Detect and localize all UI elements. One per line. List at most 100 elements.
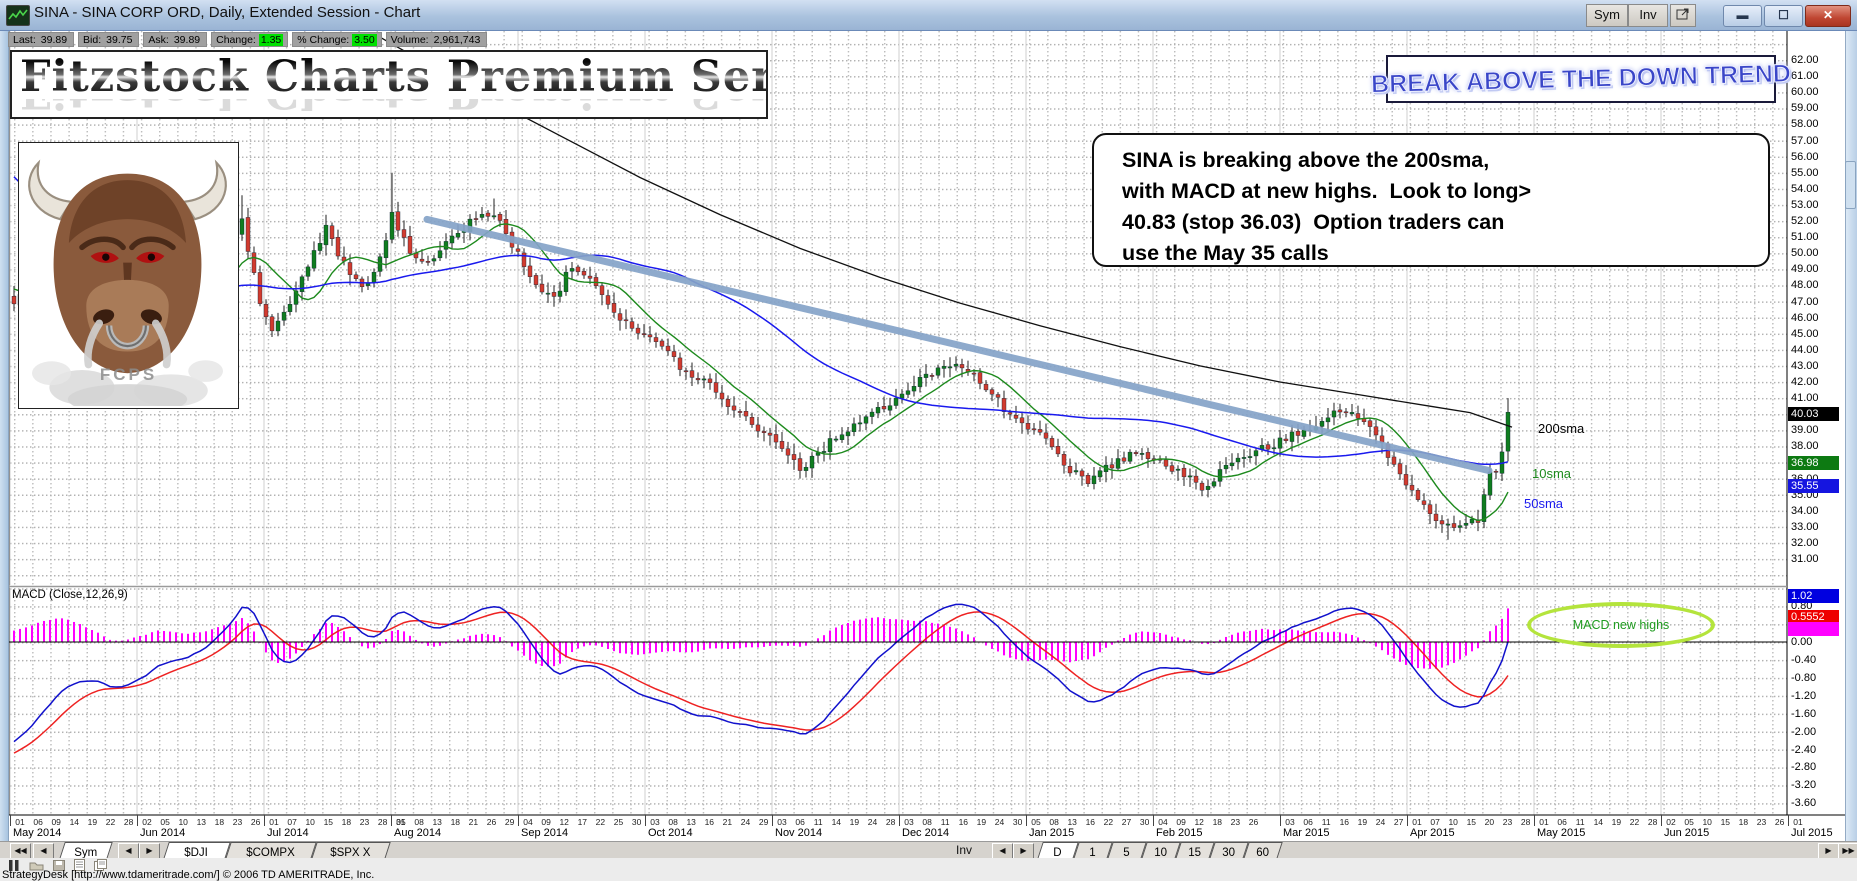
symbols-prev-button[interactable]: ◀ bbox=[118, 843, 139, 859]
day-tick-label: 19 bbox=[976, 817, 987, 827]
note-line-4: use the May 35 calls bbox=[1122, 241, 1329, 265]
day-tick-label: 12 bbox=[559, 817, 569, 827]
day-tick-label: 03 bbox=[650, 817, 660, 827]
price-tick-label: 56.00 bbox=[1791, 150, 1819, 163]
right-scrollbar[interactable] bbox=[1845, 31, 1857, 857]
left-splitter-strip[interactable] bbox=[0, 31, 9, 841]
price-tick-label: 51.00 bbox=[1791, 231, 1819, 244]
maximize-button[interactable]: ☐ bbox=[1764, 5, 1803, 27]
open-folder-icon[interactable] bbox=[29, 860, 44, 871]
day-tick-label: 22 bbox=[595, 817, 606, 827]
day-tick-label: 11 bbox=[940, 817, 950, 827]
symbols-next-button[interactable]: ▶ bbox=[139, 843, 160, 859]
day-tick-label: 15 bbox=[1720, 817, 1731, 827]
month-tick bbox=[10, 815, 11, 826]
month-tick bbox=[772, 815, 773, 826]
sma200-label: 200sma bbox=[1538, 421, 1585, 436]
tabs-last-button[interactable]: ▶▶ bbox=[1838, 843, 1857, 859]
month-tick bbox=[1407, 815, 1408, 826]
status-text: StrategyDesk [http://www.tdameritrade.co… bbox=[2, 869, 375, 881]
report-icon[interactable] bbox=[74, 859, 85, 871]
day-tick-label: 20 bbox=[1484, 817, 1495, 827]
tabs-prev-button[interactable]: ◀ bbox=[33, 843, 54, 859]
pause-icon[interactable] bbox=[8, 859, 20, 871]
tab-interval-60[interactable]: 60 bbox=[1243, 842, 1283, 859]
quote-label: Change: bbox=[216, 33, 256, 46]
analysis-note-box: SINA is breaking above the 200sma, with … bbox=[1092, 133, 1770, 267]
macd-highlight-ellipse: MACD new highs bbox=[1527, 602, 1715, 648]
day-tick-label: 29 bbox=[504, 817, 515, 827]
price-tick-label: 58.00 bbox=[1791, 118, 1819, 131]
day-tick-label: 29 bbox=[758, 817, 769, 827]
day-tick-label: 05 bbox=[1684, 817, 1694, 827]
price-tick-label: 34.00 bbox=[1791, 504, 1819, 517]
month-label: Mar 2015 bbox=[1283, 827, 1330, 839]
scrollbar-thumb[interactable] bbox=[1845, 161, 1856, 209]
day-tick-label: 28 bbox=[1520, 817, 1531, 827]
sma50-label: 50sma bbox=[1524, 496, 1564, 511]
month-tick bbox=[899, 815, 900, 826]
price-tick-label: 46.00 bbox=[1791, 311, 1819, 324]
day-tick-label: 28 bbox=[123, 817, 134, 827]
day-tick-label: 05 bbox=[396, 817, 406, 827]
day-tick-label: 04 bbox=[1158, 817, 1168, 827]
day-tick-label: 19 bbox=[1357, 817, 1368, 827]
tab-compx[interactable]: $COMPX bbox=[225, 842, 317, 859]
intervals-next-button[interactable]: ▶ bbox=[1013, 843, 1034, 859]
month-label: May 2014 bbox=[13, 827, 62, 839]
break-callout-text: BREAK ABOVE THE DOWN TREND bbox=[1370, 59, 1792, 99]
macd-tick-label: -0.40 bbox=[1791, 653, 1817, 666]
quote-bar: Last: 39.89 Bid: 39.75 Ask: 39.89 Change: 1.35%… bbox=[8, 32, 488, 47]
day-tick-label: 26 bbox=[250, 817, 261, 827]
popout-icon[interactable] bbox=[1670, 4, 1696, 27]
note-line-1: SINA is breaking above the 200sma, bbox=[1122, 148, 1490, 172]
close-button[interactable]: ✕ bbox=[1805, 5, 1851, 27]
tab-dji[interactable]: $DJI bbox=[163, 842, 231, 859]
day-tick-label: 09 bbox=[1176, 817, 1186, 827]
month-tick bbox=[518, 815, 519, 826]
price-tick-label: 54.00 bbox=[1791, 182, 1819, 195]
intervals-prev-button[interactable]: ◀ bbox=[992, 843, 1013, 859]
price-badge: 35.55 bbox=[1788, 478, 1839, 493]
tab-interval-d[interactable]: D bbox=[1037, 842, 1079, 859]
copy-report-icon[interactable] bbox=[94, 859, 107, 871]
save-icon[interactable] bbox=[53, 859, 65, 871]
quote-value: 3.50 bbox=[352, 33, 377, 46]
sym-button[interactable]: Sym bbox=[1586, 4, 1628, 27]
month-label: Jan 2015 bbox=[1029, 827, 1075, 839]
day-tick-label: 30 bbox=[1012, 817, 1023, 827]
tab-spxx[interactable]: $SPX X bbox=[311, 842, 391, 859]
price-tick-label: 43.00 bbox=[1791, 359, 1819, 372]
tab-sym[interactable]: Sym bbox=[59, 842, 113, 859]
day-tick-label: 18 bbox=[214, 817, 225, 827]
month-tick bbox=[391, 815, 392, 826]
window-title: SINA - SINA CORP ORD, Daily, Extended Se… bbox=[34, 4, 421, 21]
day-tick-label: 16 bbox=[1339, 817, 1350, 827]
day-tick-label: 08 bbox=[414, 817, 424, 827]
quote-field: Bid: 39.75 bbox=[78, 32, 140, 47]
inv-button[interactable]: Inv bbox=[1628, 4, 1668, 27]
price-tick-label: 41.00 bbox=[1791, 392, 1819, 405]
tabs-next-button[interactable]: ▶ bbox=[1818, 843, 1839, 859]
fitzstock-banner: Fitzstock Charts Premium Service Fitzsto… bbox=[10, 50, 768, 119]
tabs-first-button[interactable]: ◀◀ bbox=[10, 843, 31, 859]
day-tick-label: 19 bbox=[849, 817, 860, 827]
day-tick-label: 01 bbox=[1412, 817, 1422, 827]
minimize-button[interactable]: ▬ bbox=[1723, 5, 1762, 27]
day-tick-label: 01 bbox=[15, 817, 25, 827]
day-tick-label: 01 bbox=[1539, 817, 1549, 827]
day-tick-label: 02 bbox=[142, 817, 152, 827]
macd-tick-label: -2.80 bbox=[1791, 761, 1817, 774]
price-tick-label: 44.00 bbox=[1791, 343, 1819, 356]
macd-tick-label: -2.40 bbox=[1791, 743, 1817, 756]
month-label: Jul 2015 bbox=[1791, 827, 1833, 839]
month-label: Oct 2014 bbox=[648, 827, 693, 839]
day-tick-label: 28 bbox=[885, 817, 896, 827]
inv-tab-group-label[interactable]: Inv bbox=[956, 843, 973, 857]
quote-value: 2,961,743 bbox=[433, 33, 481, 46]
month-label: Feb 2015 bbox=[1156, 827, 1203, 839]
quote-field: Change: 1.35 bbox=[211, 32, 289, 47]
day-tick-label: 15 bbox=[1466, 817, 1477, 827]
day-tick-label: 23 bbox=[1502, 817, 1513, 827]
